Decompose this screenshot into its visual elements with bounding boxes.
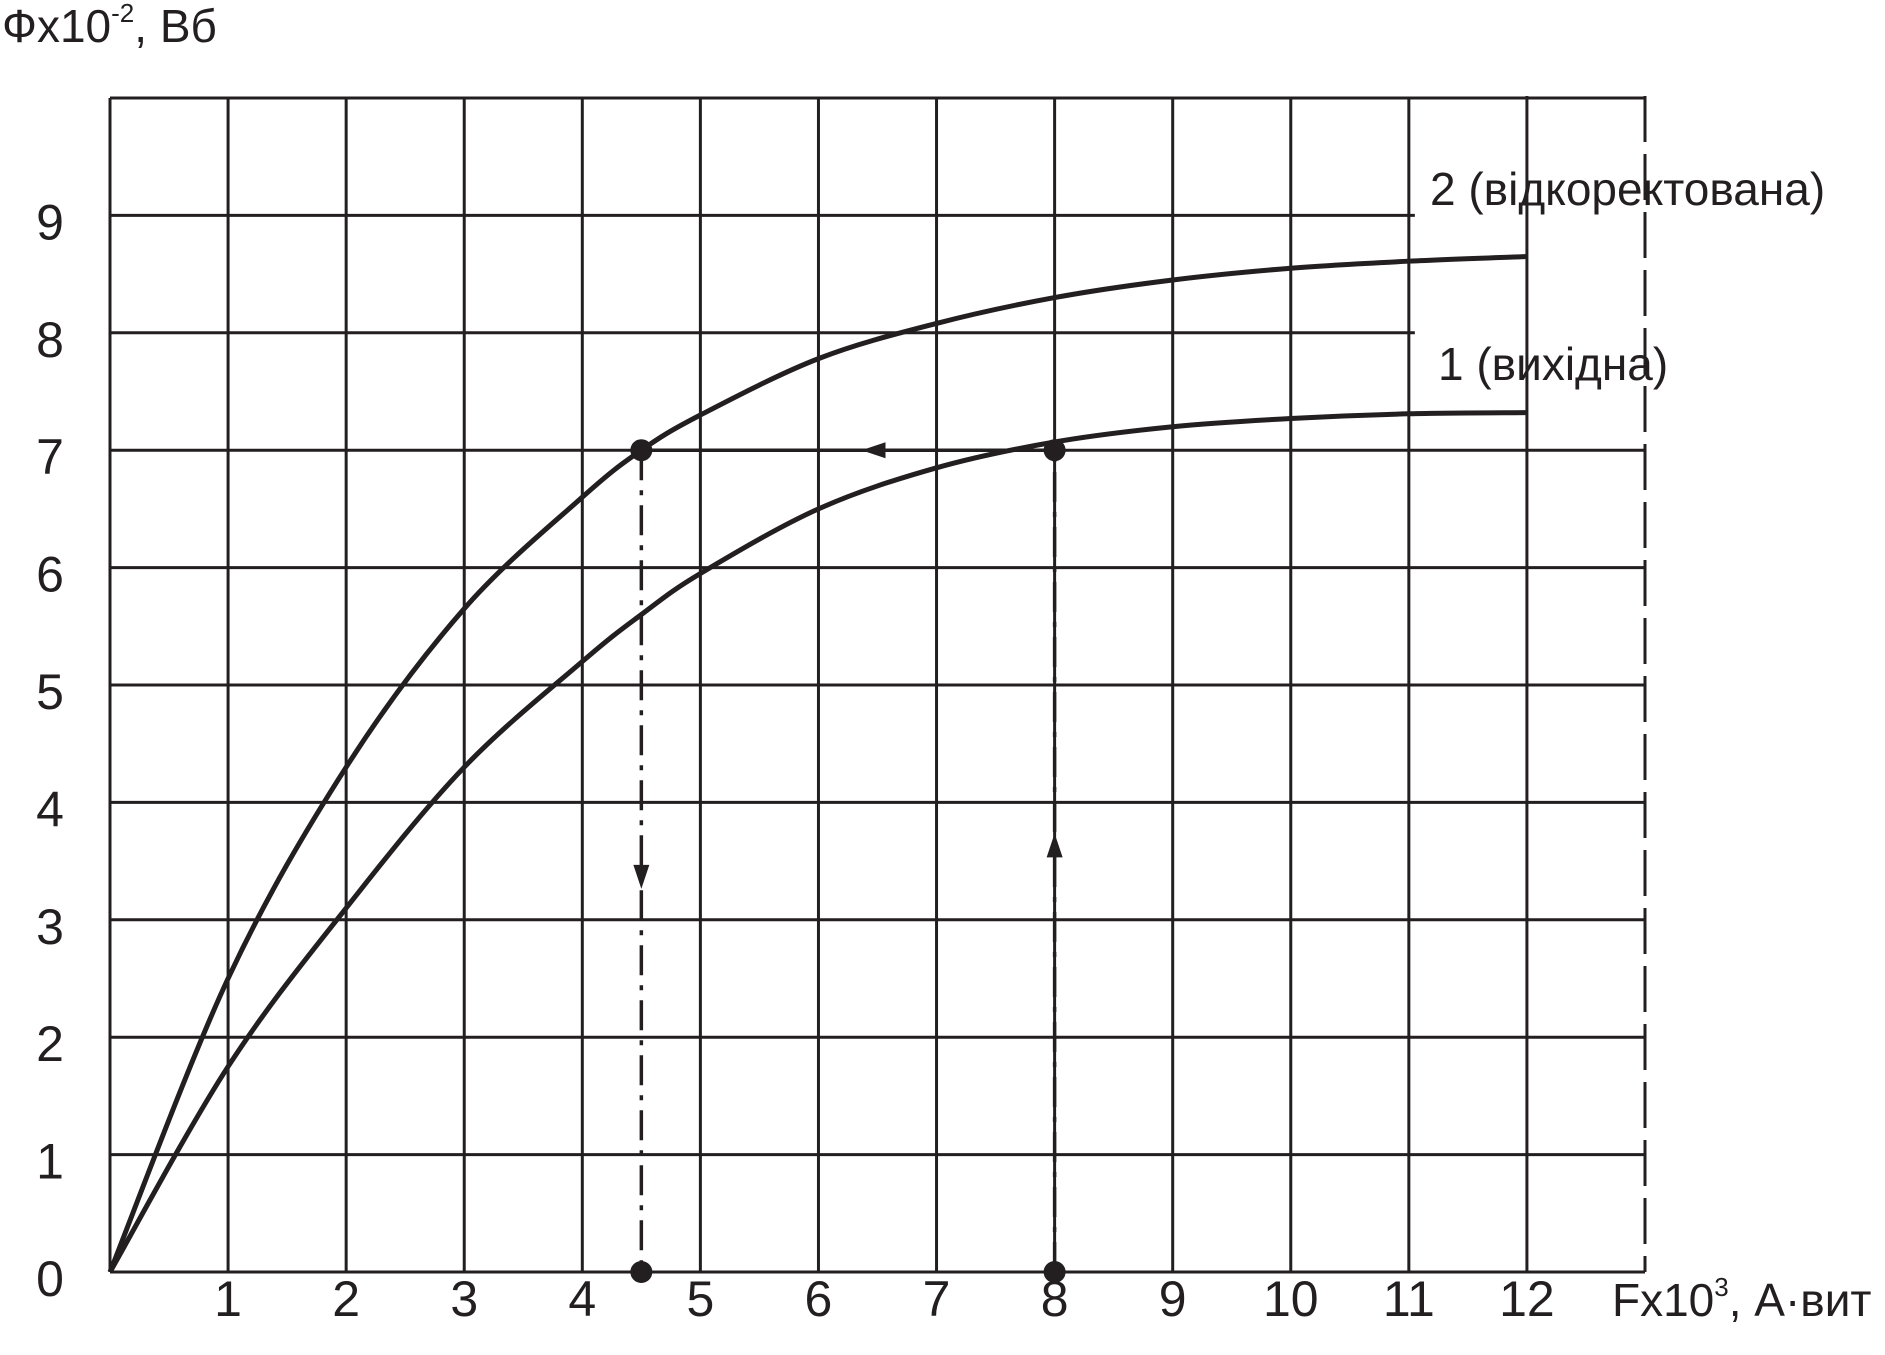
y-tick-label-5: 5 [36, 664, 64, 720]
x-axis-label-exponent: 3 [1714, 1272, 1728, 1302]
guide-arrow-3 [633, 864, 650, 889]
series-label-corrected: 2 (відкоректована) [1430, 163, 1825, 215]
y-tick-label-1: 1 [36, 1134, 64, 1190]
guide-arrow-2 [861, 442, 886, 459]
x-tick-label-6: 6 [805, 1271, 833, 1327]
y-tick-label-4: 4 [36, 781, 64, 837]
x-axis-label-unit: , А·вит [1729, 1274, 1872, 1326]
x-tick-label-9: 9 [1159, 1271, 1187, 1327]
series-line-2 [107, 410, 1527, 1274]
x-tick-label-12: 12 [1499, 1271, 1555, 1327]
x-tick-label-1: 1 [214, 1271, 242, 1327]
series-label-original: 1 (вихідна) [1438, 338, 1668, 390]
series-layer [107, 253, 1528, 1274]
y-axis-label-unit: , Вб [134, 0, 217, 52]
marker-point-1 [630, 439, 653, 462]
x-tick-label-4: 4 [568, 1271, 596, 1327]
x-tick-label-5: 5 [686, 1271, 714, 1327]
y-axis-label-base: Фx10 [2, 0, 111, 52]
y-tick-label-8: 8 [36, 312, 64, 368]
y-tick-label-3: 3 [36, 899, 64, 955]
y-axis-label: Фx10-2, Вб [2, 0, 217, 52]
marker-point-4 [1043, 1261, 1066, 1283]
x-tick-label-2: 2 [332, 1271, 360, 1327]
marker-point-2 [1043, 439, 1066, 462]
x-tick-label-7: 7 [923, 1271, 951, 1327]
x-axis-label: Fx103, А·вит [1612, 1272, 1872, 1326]
x-tick-label-10: 10 [1263, 1271, 1319, 1327]
y-tick-label-2: 2 [36, 1016, 64, 1072]
x-tick-label-3: 3 [450, 1271, 478, 1327]
x-tick-label-8: 8 [1041, 1271, 1069, 1327]
y-tick-label-9: 9 [36, 194, 64, 250]
guide-arrow-1 [1046, 833, 1063, 858]
y-tick-label-6: 6 [36, 547, 64, 603]
guides-layer [633, 442, 1063, 1272]
y-tick-label-7: 7 [36, 429, 64, 485]
series-line-1 [107, 253, 1528, 1273]
x-axis-label-base: Fx10 [1612, 1274, 1714, 1326]
grid [108, 96, 1647, 1274]
y-tick-label-0: 0 [36, 1251, 64, 1307]
x-tick-label-11: 11 [1383, 1271, 1435, 1327]
marker-point-3 [630, 1261, 653, 1283]
y-axis-label-exponent: -2 [111, 0, 134, 28]
markers-layer [630, 439, 1066, 1283]
